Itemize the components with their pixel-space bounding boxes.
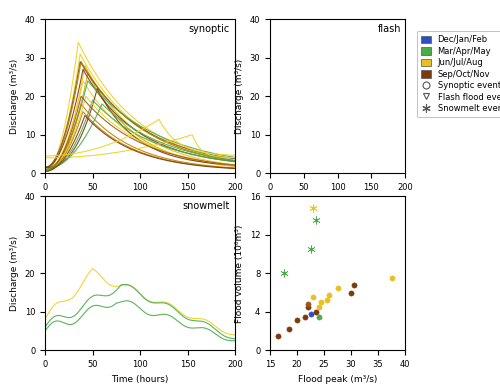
X-axis label: Time (hours): Time (hours) xyxy=(309,198,366,206)
Point xyxy=(304,304,312,310)
X-axis label: Time (hours): Time (hours) xyxy=(112,198,168,206)
Text: flash: flash xyxy=(378,24,401,34)
Y-axis label: Discharge (m³/s): Discharge (m³/s) xyxy=(10,236,19,311)
Point xyxy=(293,316,301,323)
Point xyxy=(301,313,309,320)
Y-axis label: Discharge (m³/s): Discharge (m³/s) xyxy=(10,59,19,134)
Point xyxy=(314,313,322,320)
Point xyxy=(312,309,320,315)
Point xyxy=(347,290,355,296)
Point xyxy=(314,304,322,310)
Point xyxy=(309,205,317,211)
Point xyxy=(306,311,314,317)
Text: synoptic: synoptic xyxy=(188,24,230,34)
Y-axis label: Discharge (m³/s): Discharge (m³/s) xyxy=(235,59,244,134)
Point xyxy=(280,270,287,276)
Text: snowmelt: snowmelt xyxy=(182,201,230,211)
Point xyxy=(274,333,282,339)
Point xyxy=(322,297,330,303)
X-axis label: Flood peak (m³/s): Flood peak (m³/s) xyxy=(298,375,377,383)
Point xyxy=(350,282,358,288)
Point xyxy=(285,326,293,332)
Point xyxy=(309,294,317,300)
Legend: Dec/Jan/Feb, Mar/Apr/May, Jun/Jul/Aug, Sep/Oct/Nov, Synoptic event, Flash flood : Dec/Jan/Feb, Mar/Apr/May, Jun/Jul/Aug, S… xyxy=(416,31,500,117)
Point xyxy=(326,291,334,298)
Y-axis label: Flood volume (10⁶m³): Flood volume (10⁶m³) xyxy=(235,224,244,323)
X-axis label: Time (hours): Time (hours) xyxy=(112,375,168,383)
Point xyxy=(388,275,396,281)
Point xyxy=(306,246,314,253)
Point xyxy=(318,299,326,305)
Point xyxy=(304,301,312,307)
Point xyxy=(312,217,320,223)
Point xyxy=(334,285,342,291)
